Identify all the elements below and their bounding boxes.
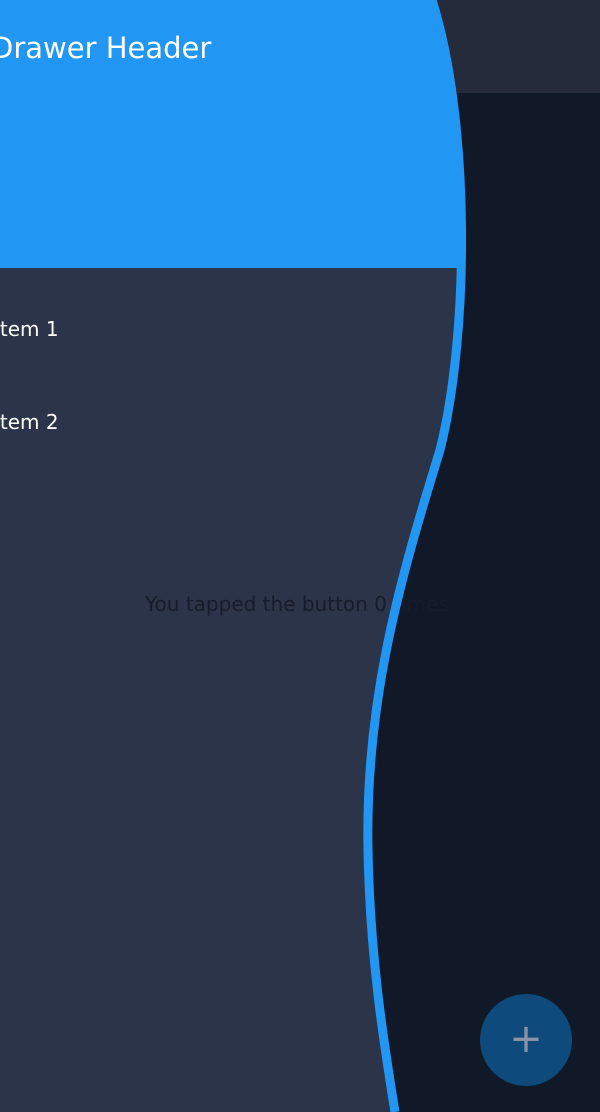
drawer-header — [0, 0, 462, 268]
drawer-edge — [363, 0, 467, 1112]
drawer-item[interactable]: Item 2 — [0, 410, 59, 434]
drawer-header-text: Drawer Header — [0, 31, 211, 65]
drawer-item[interactable]: Item 1 — [0, 317, 59, 341]
counter-text: You tapped the button 0 times — [144, 592, 449, 616]
fab[interactable] — [480, 994, 572, 1086]
fab-icon: + — [509, 1016, 543, 1062]
